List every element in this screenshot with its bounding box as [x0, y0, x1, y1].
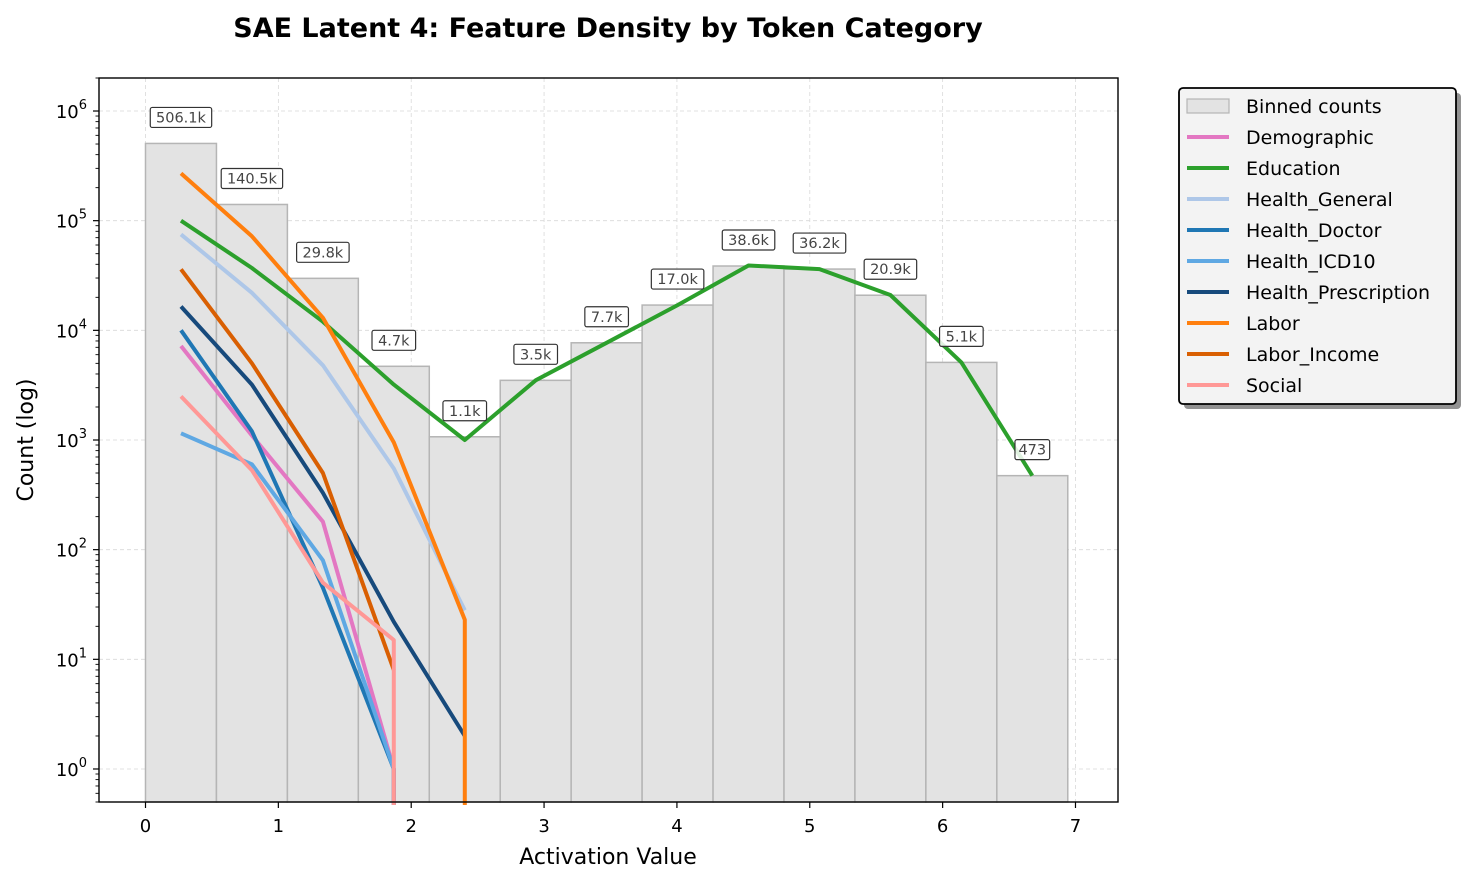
bar-label-box [220, 167, 284, 190]
bar-value-labels: 506.1k 140.5k 29.8k 4.7k 1.1k 3.5k 7.7k 17.0k 38… [149, 106, 1051, 461]
legend-box [1178, 87, 1457, 405]
x-tick-label: 5 [804, 816, 815, 837]
legend-entry-label: Binned counts [1246, 96, 1382, 118]
legend-entry-label: Health_General [1246, 189, 1393, 211]
legend-entry-label: Education [1246, 158, 1341, 180]
x-axis-label: Activation Value [519, 845, 697, 870]
legend: Binned counts Demographic Education Health_… [1178, 87, 1461, 409]
bar-value-label: 5.1k [946, 329, 978, 345]
y-tick-label: 104 [56, 317, 87, 342]
histogram-bar [925, 361, 998, 803]
histogram-bar [570, 342, 643, 803]
bar-value-label: 29.8k [303, 245, 344, 261]
y-tick-label: 102 [56, 537, 87, 562]
bar-label-box [792, 232, 847, 254]
bar-value-label: 473 [1018, 443, 1046, 459]
histogram-bar [641, 304, 714, 803]
bar-label-box [938, 325, 984, 348]
bar-label-box [650, 268, 705, 290]
bar-value-label: 7.7k [591, 310, 623, 326]
bar-label-box [863, 258, 918, 280]
x-tick-label: 7 [1070, 816, 1081, 837]
bar-value-label: 140.5k [227, 171, 278, 187]
legend-entry-label: Health_ICD10 [1246, 251, 1376, 273]
bar-label-box [442, 400, 488, 422]
bar-label-box [371, 329, 417, 351]
legend-entry-label: Labor [1246, 313, 1300, 335]
bar-label-box [1014, 439, 1051, 461]
series-line-labor-income [179, 268, 396, 671]
y-axis-ticks: 100 101 102 103 104 105 106 [56, 77, 99, 803]
legend-entry-label: Health_Prescription [1246, 282, 1430, 304]
bar-label-box [584, 306, 630, 328]
legend-entry-label: Labor_Income [1246, 344, 1379, 366]
series-line-social [179, 395, 396, 805]
bar-label-box [296, 241, 350, 263]
bar-value-label: 17.0k [657, 272, 698, 288]
histogram-bar [712, 265, 785, 803]
y-tick-label: 106 [56, 98, 87, 123]
y-axis-label: Count (log) [14, 378, 39, 501]
category-lines [179, 171, 1034, 805]
bar-label-box [149, 106, 213, 129]
legend-entry-label: Demographic [1246, 127, 1374, 149]
y-tick-label: 100 [56, 756, 87, 781]
series-line-health-prescription [179, 305, 467, 738]
bar-label-box [721, 229, 776, 251]
legend-entry-label: Social [1246, 375, 1302, 397]
legend-entry-label: Health_Doctor [1246, 220, 1382, 242]
x-axis-ticks: 0 1 2 3 4 5 6 7 [140, 802, 1081, 837]
x-tick-label: 4 [671, 816, 682, 837]
x-tick-label: 0 [140, 816, 151, 837]
bar-value-label: 1.1k [449, 404, 481, 420]
y-tick-label: 105 [56, 208, 87, 233]
histogram-bar [215, 203, 289, 803]
histogram-bar [499, 379, 572, 803]
histogram-bar [144, 142, 218, 803]
bar-value-label: 20.9k [870, 262, 911, 278]
bar-value-label: 3.5k [520, 347, 552, 363]
y-tick-label: 101 [56, 646, 87, 671]
bar-value-label: 506.1k [156, 110, 207, 126]
chart-title: SAE Latent 4: Feature Density by Token C… [233, 13, 983, 44]
x-tick-label: 3 [538, 816, 549, 837]
histogram-bar [783, 268, 856, 803]
bar-value-label: 38.6k [728, 233, 769, 249]
histogram-bar [996, 474, 1069, 803]
legend-swatch-binned-counts [1186, 98, 1230, 114]
x-tick-label: 1 [273, 816, 284, 837]
y-tick-label: 103 [56, 427, 87, 452]
bar-value-label: 4.7k [378, 333, 410, 349]
x-tick-label: 2 [405, 816, 416, 837]
bar-label-box [513, 343, 559, 365]
series-line-health-general [179, 232, 467, 612]
x-tick-label: 6 [937, 816, 948, 837]
bar-value-label: 36.2k [799, 236, 840, 252]
histogram-bar [854, 294, 927, 803]
series-line-labor [179, 171, 467, 805]
series-line-health-icd10 [180, 431, 396, 770]
